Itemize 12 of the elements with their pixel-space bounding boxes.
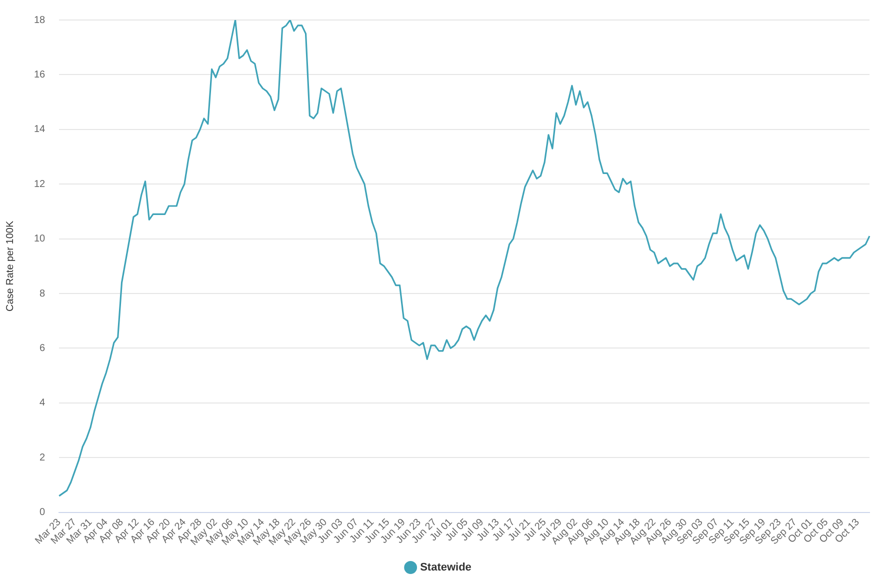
y-tick-label: 16 — [34, 69, 46, 80]
legend-label: Statewide — [420, 562, 472, 574]
y-tick-label: 14 — [34, 124, 46, 136]
y-tick-label: 18 — [34, 14, 46, 26]
y-tick-label: 8 — [40, 288, 46, 300]
y-tick-label: 12 — [34, 178, 46, 190]
y-tick-label: 4 — [40, 398, 46, 409]
y-axis-title: Case Rate per 100K — [4, 220, 16, 312]
y-tick-label: 10 — [34, 234, 46, 245]
y-tick-label: 2 — [40, 452, 46, 464]
y-tick-label: 0 — [40, 507, 46, 518]
y-tick-label: 6 — [40, 342, 46, 354]
